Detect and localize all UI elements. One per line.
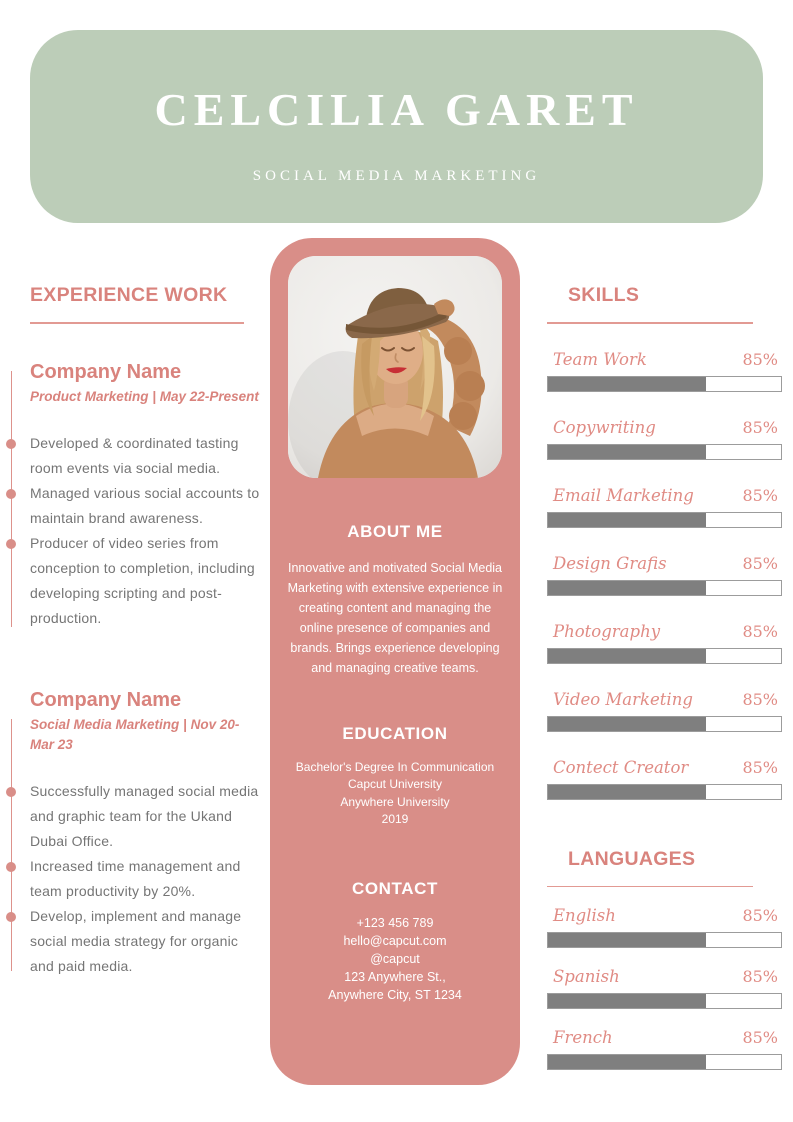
skills-column: SKILLS Team Work 85% Copywriting 85% Ema… xyxy=(547,284,782,1071)
skill-bar xyxy=(547,783,782,800)
language-bar-fill xyxy=(548,994,707,1009)
skill-bar-fill xyxy=(548,716,707,731)
job-bullet-list: Successfully managed social media and gr… xyxy=(6,779,262,979)
skills-divider xyxy=(547,322,753,324)
job-meta: Social Media Marketing | Nov 20-Mar 23 xyxy=(30,716,240,752)
education-school: Anywhere University xyxy=(340,794,450,809)
skill-row: Design Grafis 85% xyxy=(547,554,782,596)
job-bullet: Developed & coordinated tasting room eve… xyxy=(6,431,262,481)
skill-percent: 85% xyxy=(742,553,778,573)
skill-name: Photography xyxy=(553,621,661,641)
language-bar xyxy=(547,932,782,949)
skill-bar xyxy=(547,579,782,596)
contact-details: +123 456 789 hello@capcut.com @capcut 12… xyxy=(270,914,520,1005)
skill-row: Photography 85% xyxy=(547,622,782,664)
language-percent: 85% xyxy=(742,967,778,987)
skill-bar-fill xyxy=(548,376,707,391)
education-year: 2019 xyxy=(381,812,409,827)
language-bar xyxy=(547,993,782,1010)
job-bullet: Increased time management and team produ… xyxy=(6,854,262,904)
about-text: Innovative and motivated Social Media Ma… xyxy=(287,561,503,675)
skill-name: Video Marketing xyxy=(553,689,693,709)
job-bullet: Successfully managed social media and gr… xyxy=(6,779,262,854)
job-entry-1: Company Name Product Marketing | May 22-… xyxy=(6,360,262,631)
skills-list: Team Work 85% Copywriting 85% Email Mark… xyxy=(547,350,782,800)
experience-column: EXPERIENCE WORK Company Name Product Mar… xyxy=(6,284,262,979)
profile-panel: ABOUT ME Innovative and motivated Social… xyxy=(270,238,520,1085)
skill-bar-fill xyxy=(548,444,707,459)
job-meta: Product Marketing | May 22-Present xyxy=(30,388,259,404)
contact-heading: CONTACT xyxy=(351,878,439,898)
job-company-name: Company Name xyxy=(30,360,182,383)
skill-bar xyxy=(547,375,782,392)
job-entry-2: Company Name Social Media Marketing | No… xyxy=(6,688,262,979)
experience-divider xyxy=(30,322,244,324)
skill-name: Team Work xyxy=(553,349,647,369)
contact-email: hello@capcut.com xyxy=(343,933,447,948)
education-details: Bachelor's Degree In Communication Capcu… xyxy=(270,759,520,829)
header-banner: CELCILIA GARET SOCIAL MEDIA MARKETING xyxy=(30,30,763,223)
language-name: French xyxy=(553,1028,613,1048)
skill-percent: 85% xyxy=(742,621,778,641)
language-percent: 85% xyxy=(742,906,778,926)
skill-bar xyxy=(547,715,782,732)
skill-percent: 85% xyxy=(742,757,778,777)
person-name: CELCILIA GARET xyxy=(154,83,639,135)
contact-handle: @capcut xyxy=(370,951,420,966)
skill-bar xyxy=(547,443,782,460)
languages-heading: LANGUAGES xyxy=(568,847,696,870)
timeline-line xyxy=(10,718,13,971)
skill-row: Email Marketing 85% xyxy=(547,486,782,528)
timeline-line xyxy=(10,370,13,627)
profile-photo xyxy=(288,256,502,478)
job-bullet: Managed various social accounts to maint… xyxy=(6,481,262,531)
language-percent: 85% xyxy=(742,1028,778,1048)
contact-address-line1: 123 Anywhere St., xyxy=(344,969,446,984)
skill-row: Team Work 85% xyxy=(547,350,782,392)
skill-bar-fill xyxy=(548,580,707,595)
contact-phone: +123 456 789 xyxy=(356,915,434,930)
skill-percent: 85% xyxy=(742,417,778,437)
skill-bar xyxy=(547,647,782,664)
language-row: French 85% xyxy=(547,1028,782,1071)
skill-bar-fill xyxy=(548,512,707,527)
skill-name: Contect Creator xyxy=(553,757,689,777)
skill-bar-fill xyxy=(548,648,707,663)
language-name: English xyxy=(553,906,616,926)
job-bullet-list: Developed & coordinated tasting room eve… xyxy=(6,431,262,631)
language-row: Spanish 85% xyxy=(547,967,782,1010)
skill-row: Contect Creator 85% xyxy=(547,758,782,800)
about-heading: ABOUT ME xyxy=(347,522,443,541)
skill-row: Video Marketing 85% xyxy=(547,690,782,732)
experience-heading: EXPERIENCE WORK xyxy=(30,284,228,306)
skill-percent: 85% xyxy=(742,485,778,505)
person-role: SOCIAL MEDIA MARKETING xyxy=(252,167,541,184)
language-bar xyxy=(547,1054,782,1071)
skills-heading: SKILLS xyxy=(568,284,640,306)
skill-bar xyxy=(547,511,782,528)
job-bullet: Develop, implement and manage social med… xyxy=(6,904,262,979)
skill-percent: 85% xyxy=(742,349,778,369)
job-company-name: Company Name xyxy=(30,688,182,711)
languages-list: English 85% Spanish 85% French 85% xyxy=(547,906,782,1071)
skill-percent: 85% xyxy=(742,689,778,709)
skill-row: Copywriting 85% xyxy=(547,418,782,460)
portrait-illustration xyxy=(288,256,502,478)
skill-bar-fill xyxy=(548,784,707,799)
language-bar-fill xyxy=(548,933,707,948)
languages-divider xyxy=(547,885,753,888)
language-bar-fill xyxy=(548,1055,707,1070)
education-degree: Bachelor's Degree In Communication xyxy=(295,760,495,774)
skill-name: Email Marketing xyxy=(553,485,694,505)
education-heading: EDUCATION xyxy=(342,724,448,743)
language-row: English 85% xyxy=(547,906,782,949)
language-name: Spanish xyxy=(553,967,620,987)
skill-name: Copywriting xyxy=(553,417,656,437)
contact-address-line2: Anywhere City, ST 1234 xyxy=(328,988,462,1003)
skill-name: Design Grafis xyxy=(553,553,667,573)
education-school: Capcut University xyxy=(347,777,443,792)
job-bullet: Producer of video series from conception… xyxy=(6,531,262,631)
